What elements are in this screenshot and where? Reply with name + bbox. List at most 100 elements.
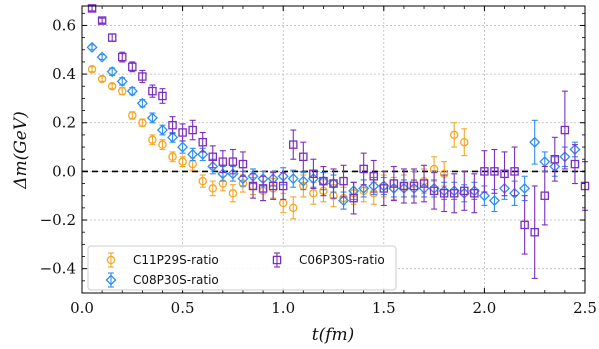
data-point	[146, 112, 158, 124]
marker	[550, 154, 560, 164]
marker	[208, 184, 218, 193]
data-point	[178, 156, 187, 168]
legend-entry-c08p30s: C08P30S-ratio	[105, 272, 219, 288]
x-tick-label: 2.5	[573, 299, 597, 317]
marker	[570, 159, 580, 169]
marker	[268, 181, 278, 191]
x-tick-label: 0.5	[171, 299, 195, 317]
data-point	[136, 97, 148, 109]
marker	[148, 86, 157, 96]
legend-box	[87, 245, 397, 291]
data-point	[197, 147, 209, 161]
data-point	[439, 174, 449, 213]
marker	[379, 184, 389, 193]
data-point	[289, 129, 298, 160]
data-point	[258, 175, 268, 202]
data-point	[389, 165, 399, 202]
data-point	[97, 16, 107, 25]
legend: C11P29S-ratio C08P30S-ratio C06P30S-rati…	[87, 245, 397, 291]
marker	[529, 136, 541, 148]
marker	[87, 4, 97, 13]
marker	[319, 176, 328, 186]
data-point	[208, 145, 218, 169]
legend-marker	[105, 274, 117, 286]
data-point	[198, 131, 207, 153]
marker	[358, 182, 370, 194]
data-point	[339, 164, 348, 198]
data-point	[297, 172, 309, 191]
marker	[488, 195, 500, 207]
data-point	[329, 168, 338, 199]
marker	[218, 157, 228, 166]
marker	[429, 186, 439, 196]
marker	[156, 124, 168, 136]
data-point	[228, 184, 238, 203]
data-point	[520, 195, 529, 255]
legend-marker	[106, 255, 116, 265]
marker	[148, 135, 157, 145]
marker	[349, 193, 358, 203]
x-tick-label: 0.0	[70, 299, 94, 317]
marker	[509, 187, 521, 199]
data-point	[460, 128, 469, 157]
legend-entry-c06p30s: C06P30S-ratio	[272, 252, 385, 268]
data-point	[248, 173, 258, 199]
data-point	[148, 134, 157, 146]
marker	[207, 161, 219, 173]
marker	[309, 169, 318, 179]
data-point	[117, 51, 127, 63]
data-point	[550, 136, 560, 182]
data-point	[419, 164, 429, 203]
data-point	[86, 41, 98, 53]
marker	[478, 190, 490, 202]
x-tick-label: 2.0	[472, 299, 496, 317]
marker	[329, 179, 338, 188]
marker	[409, 181, 419, 191]
marker	[258, 184, 268, 193]
y-tick-label: 0.2	[52, 114, 76, 132]
data-point	[148, 84, 157, 98]
marker	[197, 148, 209, 160]
data-point	[156, 124, 168, 136]
marker	[339, 176, 348, 186]
data-point	[429, 172, 439, 210]
legend-marker	[272, 255, 282, 265]
data-point	[96, 51, 108, 63]
marker	[439, 189, 449, 198]
plot-background	[82, 6, 585, 293]
marker	[530, 227, 539, 237]
data-point	[97, 74, 107, 84]
marker	[107, 33, 117, 42]
marker	[237, 173, 249, 185]
marker	[168, 120, 177, 130]
marker	[540, 191, 550, 200]
marker	[359, 164, 368, 174]
marker	[449, 130, 459, 140]
marker	[128, 111, 137, 120]
marker	[177, 141, 189, 153]
marker	[278, 181, 288, 191]
marker	[87, 64, 97, 74]
data-point	[208, 180, 218, 197]
marker	[228, 157, 238, 166]
legend-label: C06P30S-ratio	[299, 253, 385, 267]
data-point	[116, 75, 128, 87]
data-point	[106, 66, 118, 78]
marker	[168, 152, 177, 162]
data-point	[540, 165, 550, 226]
legend-entry-c11p29s: C11P29S-ratio	[106, 252, 219, 268]
marker	[287, 173, 299, 185]
data-point	[449, 122, 459, 148]
data-point	[138, 118, 147, 127]
data-point	[470, 173, 479, 214]
marker	[560, 125, 570, 135]
marker	[480, 167, 489, 176]
data-point	[107, 82, 117, 91]
data-point	[158, 139, 167, 151]
data-point	[379, 170, 389, 206]
marker	[188, 125, 197, 135]
data-point	[158, 88, 167, 104]
marker	[198, 137, 207, 147]
marker	[419, 179, 429, 188]
